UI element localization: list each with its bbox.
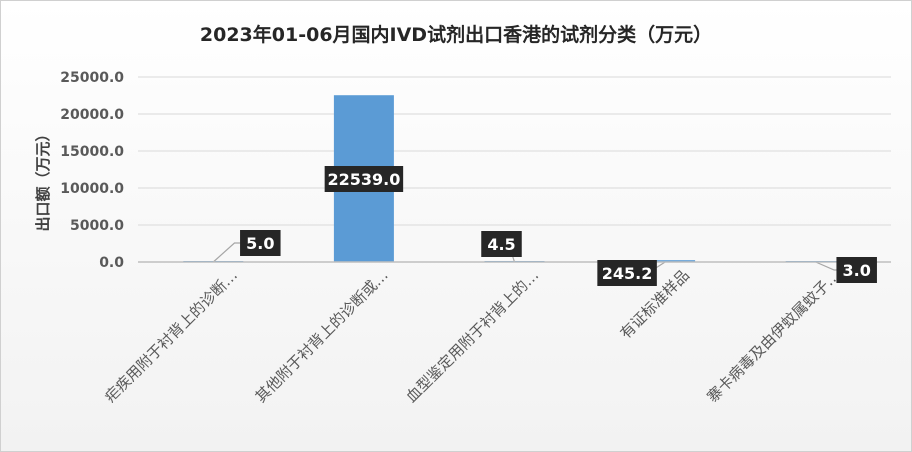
y-tick-label: 10000.0	[60, 181, 124, 197]
y-tick-label: 0.0	[99, 255, 124, 271]
data-label: 3.0	[843, 261, 871, 280]
data-label: 22539.0	[327, 170, 400, 189]
chart-title: 2023年01-06月国内IVD试剂出口香港的试剂分类（万元）	[200, 23, 712, 46]
data-label: 245.2	[602, 264, 653, 283]
y-axis-label: 出口额（万元）	[34, 126, 52, 231]
x-category-label: 疟疾用附于衬背上的诊断…	[101, 266, 241, 406]
data-label-box	[481, 231, 522, 257]
axes: 0.0 5000.0 10000.0 15000.0 20000.0 25000.0 疟疾用…	[60, 70, 891, 406]
bar	[635, 260, 696, 262]
y-tick-label: 25000.0	[60, 70, 124, 86]
data-label-box	[597, 260, 657, 286]
label-leader-lines	[212, 242, 857, 274]
data-label-box	[240, 230, 281, 256]
data-label: 5.0	[246, 234, 274, 253]
y-tick-label: 20000.0	[60, 107, 124, 123]
data-label-box	[836, 257, 877, 283]
y-tick-label: 15000.0	[60, 144, 124, 160]
data-label: 4.5	[487, 235, 515, 254]
data-label-box	[324, 166, 404, 192]
x-category-label: 寨卡病毒及由伊蚊属蚊子…	[704, 266, 844, 406]
x-category-label: 其他附于衬背上的诊断或…	[252, 266, 392, 406]
grid-lines	[138, 76, 891, 226]
y-tick-label: 5000.0	[70, 218, 124, 234]
x-category-label: 血型鉴定用附于衬背上的…	[402, 266, 542, 406]
data-labels: 5.0 22539.0 4.5 245.2 3.0	[240, 166, 877, 286]
